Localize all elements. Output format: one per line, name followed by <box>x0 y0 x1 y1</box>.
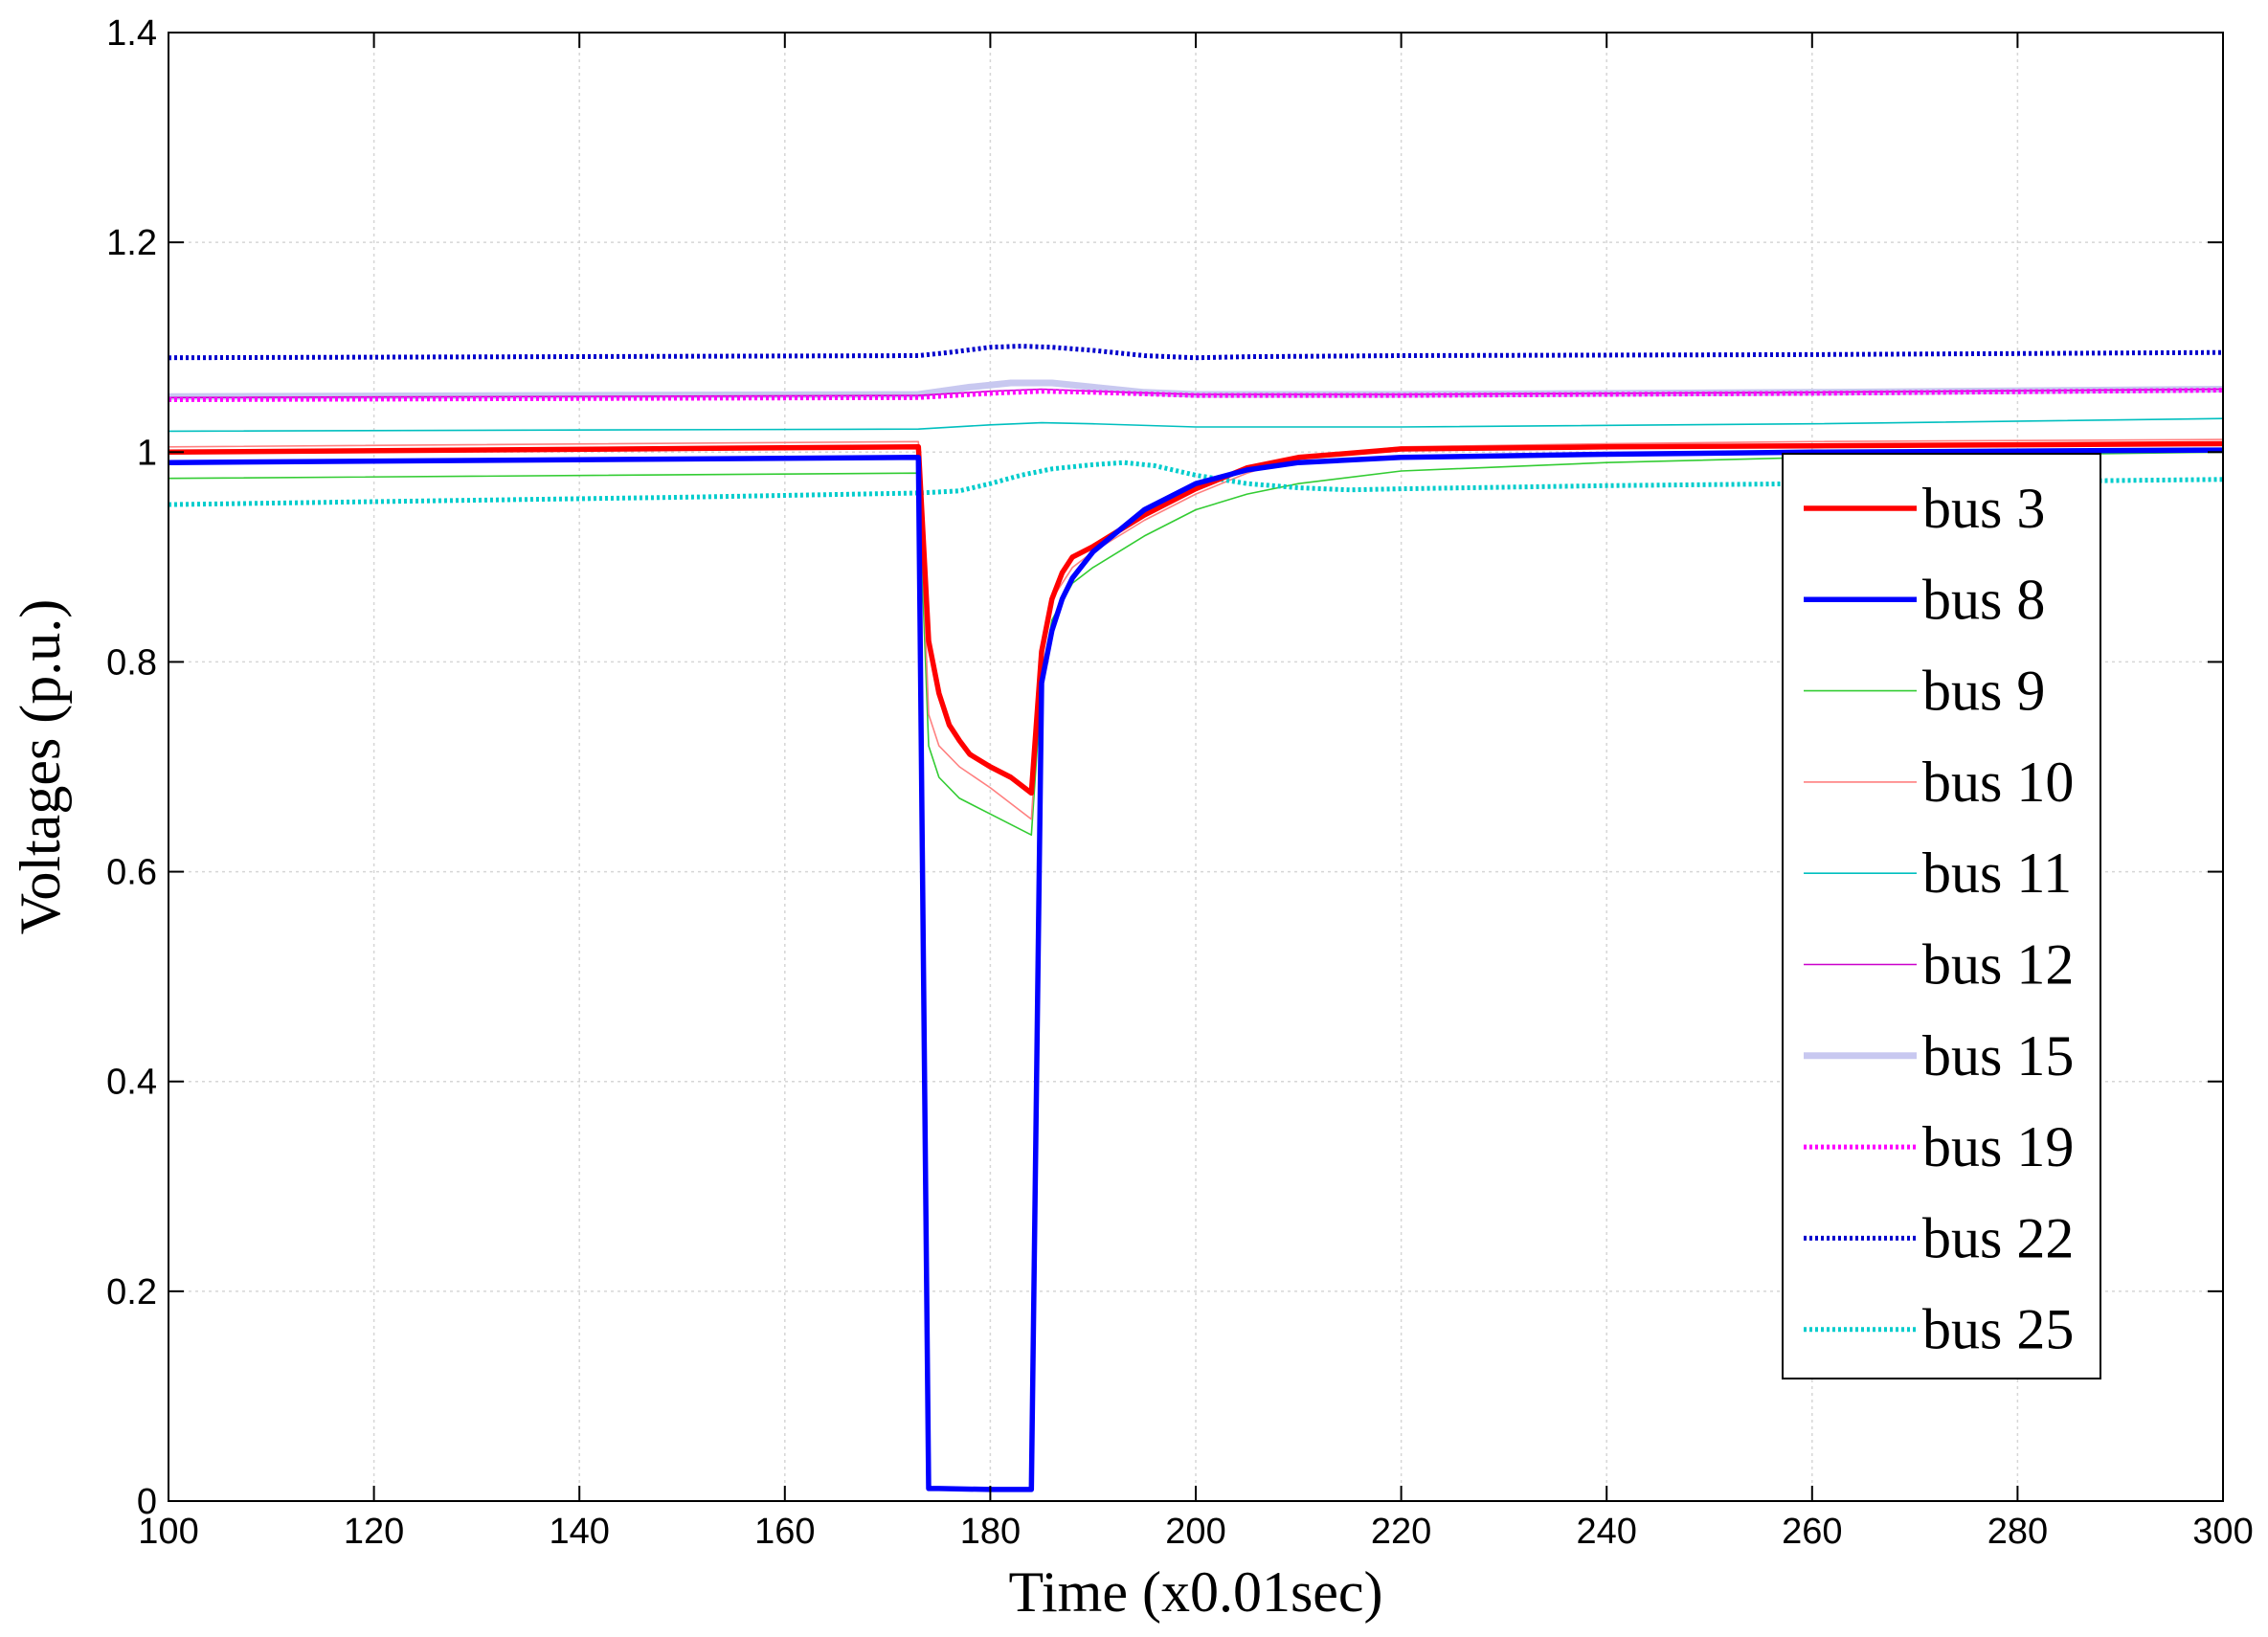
y-tick-label: 0.6 <box>106 853 157 893</box>
legend-item: bus 10 <box>1804 751 2074 814</box>
series-line-bus-25 <box>168 460 2224 507</box>
legend-item: bus 15 <box>1804 1024 2074 1088</box>
x-tick-label: 160 <box>754 1512 815 1552</box>
legend-item: bus 11 <box>1804 841 2072 905</box>
x-tick-label: 280 <box>1987 1512 2048 1552</box>
y-tick-label: 1.4 <box>106 13 157 54</box>
x-tick-label: 240 <box>1576 1512 1636 1552</box>
legend-label: bus 3 <box>1922 477 2045 540</box>
legend-label: bus 25 <box>1922 1298 2074 1361</box>
legend-item: bus 3 <box>1804 477 2045 540</box>
series-line-bus-8 <box>168 447 2224 1492</box>
x-tick-label: 100 <box>138 1512 198 1552</box>
y-tick-label: 1.2 <box>106 223 157 263</box>
y-tick-label: 0.4 <box>106 1063 157 1103</box>
legend-item: bus 25 <box>1804 1298 2074 1361</box>
legend-box <box>1782 453 2101 1379</box>
x-axis-title: Time (x0.01sec) <box>1008 1560 1382 1624</box>
series-line-bus-3 <box>168 440 2224 796</box>
legend-item: bus 8 <box>1804 568 2045 631</box>
legend-item: bus 9 <box>1804 660 2045 723</box>
y-tick-label: 0.2 <box>106 1272 157 1312</box>
x-tick-label: 180 <box>960 1512 1021 1552</box>
legend-label: bus 15 <box>1922 1024 2074 1088</box>
legend-label: bus 12 <box>1922 933 2074 997</box>
x-tick-label: 200 <box>1165 1512 1225 1552</box>
legend-label: bus 10 <box>1922 751 2074 814</box>
x-tick-label: 140 <box>549 1512 609 1552</box>
x-tick-label: 300 <box>2192 1512 2253 1552</box>
legend: bus 3 bus 8 bus 9 bus 10 bus 11 bus 12 bus 15 b… <box>1782 453 2101 1379</box>
series-line-bus-11 <box>168 417 2224 433</box>
legend-item: bus 12 <box>1804 933 2074 997</box>
y-tick-label: 1 <box>137 433 157 473</box>
series-line-bus-19 <box>168 388 2224 402</box>
x-tick-label: 260 <box>1782 1512 1842 1552</box>
legend-label: bus 8 <box>1922 568 2045 631</box>
y-tick-label: 0.8 <box>106 642 157 683</box>
legend-label: bus 11 <box>1922 841 2072 905</box>
legend-label: bus 9 <box>1922 660 2045 723</box>
ticks: 100 120 140 160 180 200 220 240 260 280 300 0 0.2 0.4… <box>106 13 2254 1552</box>
y-tick-label: 0 <box>137 1482 157 1522</box>
legend-item: bus 22 <box>1804 1206 2074 1269</box>
series-line-bus-22 <box>168 344 2224 361</box>
series-group <box>168 344 2224 1492</box>
legend-label: bus 22 <box>1922 1206 2074 1269</box>
x-tick-label: 120 <box>344 1512 404 1552</box>
legend-label: bus 19 <box>1922 1115 2074 1178</box>
y-axis-title: Voltages (p.u.) <box>9 599 72 935</box>
x-tick-label: 220 <box>1371 1512 1431 1552</box>
legend-item: bus 19 <box>1804 1115 2074 1178</box>
